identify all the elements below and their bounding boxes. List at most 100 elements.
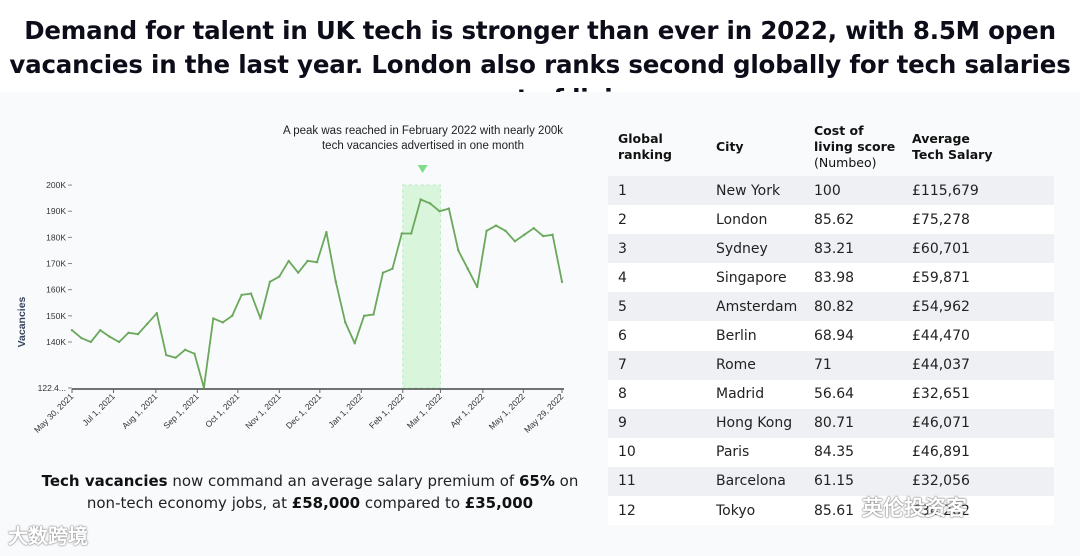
note-bold-3: £58,000 — [291, 494, 361, 512]
cell-city: Paris — [706, 437, 804, 467]
table-row: 9 Hong Kong 80.71 £46,071 — [608, 408, 1054, 438]
peak-annotation: A peak was reached in February 2022 with… — [283, 125, 563, 152]
cell-city: Barcelona — [706, 466, 804, 497]
cell-rank: 3 — [608, 234, 706, 264]
y-tick-label: 150K — [46, 311, 66, 321]
headline: Demand for talent in UK tech is stronger… — [9, 16, 1071, 113]
data-point — [466, 267, 469, 270]
cell-cost-score: 85.62 — [804, 205, 902, 235]
data-point — [287, 259, 290, 263]
x-tick-label: Nov 1, 2021 — [243, 391, 283, 431]
data-point — [541, 234, 545, 238]
data-point — [362, 314, 366, 318]
data-point — [532, 227, 535, 230]
cell-cost-score: 85.61 — [804, 496, 902, 526]
table-row: 2 London 85.62 £75,278 — [608, 205, 1054, 235]
cell-city: Madrid — [706, 379, 804, 409]
data-point — [315, 261, 319, 264]
table-row: 10 Paris 84.35 £46,891 — [608, 437, 1054, 467]
table-row: 12 Tokyo 85.61 £34,262 — [608, 496, 1054, 526]
cell-salary: £44,470 — [902, 321, 1054, 351]
y-tick-label: 122.4... — [38, 383, 66, 393]
data-point — [230, 314, 234, 318]
vacancies-line-chart: 200K 190K 180K 170K 160K 150K 140K 122.4... Vaca… — [16, 165, 566, 435]
cell-salary: £115,679 — [902, 176, 1054, 206]
cell-rank: 7 — [608, 350, 706, 380]
table-row: 6 Berlin 68.94 £44,470 — [608, 321, 1054, 351]
peak-marker-icon — [417, 165, 428, 173]
cell-city: Amsterdam — [706, 292, 804, 322]
data-point — [268, 280, 272, 284]
data-point — [485, 229, 488, 233]
data-point — [428, 202, 432, 205]
header-city: City — [716, 139, 744, 154]
cell-cost-score: 68.94 — [804, 321, 902, 351]
cell-city: London — [706, 205, 804, 235]
table-row: 8 Madrid 56.64 £32,651 — [608, 379, 1054, 409]
note-bold-4: £35,000 — [464, 494, 534, 512]
data-point — [457, 249, 460, 252]
note-text-2: on non-tech economy jobs, at — [86, 472, 579, 512]
data-point — [325, 230, 328, 234]
x-tick-label: Sep 1, 2021 — [161, 391, 201, 431]
cell-cost-score: 83.98 — [804, 263, 902, 293]
data-point — [108, 335, 111, 338]
data-point — [249, 292, 253, 295]
data-point — [494, 224, 498, 227]
data-point — [438, 210, 441, 213]
data-point — [80, 336, 83, 340]
data-point — [513, 240, 517, 243]
table-row: 4 Singapore 83.98 £59,871 — [608, 263, 1054, 293]
header-rank: Global ranking — [618, 131, 672, 162]
data-point — [117, 340, 121, 344]
data-point — [372, 313, 375, 316]
data-point — [344, 321, 347, 324]
x-tick-label: May 29, 2022 — [522, 391, 566, 435]
cell-salary: £59,871 — [902, 263, 1054, 293]
salary-ranking-table: Global ranking City Cost of living score (N… — [608, 118, 1054, 526]
y-tick-label: 180K — [46, 232, 66, 242]
cell-rank: 12 — [608, 496, 706, 526]
cell-salary: £44,037 — [902, 350, 1054, 380]
cell-city: Berlin — [706, 321, 804, 351]
data-point — [278, 275, 281, 278]
y-tick-label: 160K — [46, 285, 66, 295]
data-point — [136, 332, 140, 336]
data-point — [212, 317, 215, 320]
data-point — [560, 280, 564, 284]
x-tick-label: Aug 1, 2021 — [120, 391, 160, 431]
data-point — [353, 342, 356, 345]
cell-cost-score: 80.71 — [804, 408, 902, 438]
data-point — [89, 340, 93, 344]
y-tick-label: 190K — [46, 206, 66, 216]
cell-cost-score: 80.82 — [804, 292, 902, 322]
data-point — [259, 317, 262, 320]
cell-salary: £60,701 — [902, 234, 1054, 264]
data-point — [296, 271, 300, 274]
data-point — [193, 352, 196, 355]
data-point — [183, 348, 187, 352]
header-salary: Average Tech Salary — [912, 131, 993, 162]
data-point — [410, 232, 413, 235]
table-body: 1 New York 100 £115,679 2 London 85.62 £75,278 3… — [608, 176, 1054, 526]
x-tick-label: May 30, 2021 — [32, 391, 76, 435]
salary-premium-note: Tech vacancies now command an average sa… — [30, 470, 590, 514]
data-point — [523, 233, 526, 236]
x-tick-label: Mar 1, 2022 — [405, 391, 444, 430]
cell-rank: 1 — [608, 176, 706, 206]
cell-rank: 10 — [608, 437, 706, 467]
note-text-1: now command an average salary premium of — [167, 472, 519, 490]
vacancies-series-line — [71, 198, 563, 389]
cell-salary: £34,262 — [902, 496, 1054, 526]
cell-rank: 4 — [608, 263, 706, 293]
data-point — [447, 207, 451, 210]
note-bold-2: 65% — [519, 472, 555, 490]
x-tick-label: Apr 1, 2022 — [448, 391, 486, 429]
x-tick-label: May 1, 2022 — [487, 391, 527, 431]
data-point — [146, 322, 149, 325]
data-point — [504, 229, 507, 233]
data-point — [419, 198, 422, 201]
x-tick-label: Jan 1, 2022 — [326, 391, 365, 430]
cell-salary: £32,651 — [902, 379, 1054, 409]
cell-city: Hong Kong — [706, 408, 804, 438]
